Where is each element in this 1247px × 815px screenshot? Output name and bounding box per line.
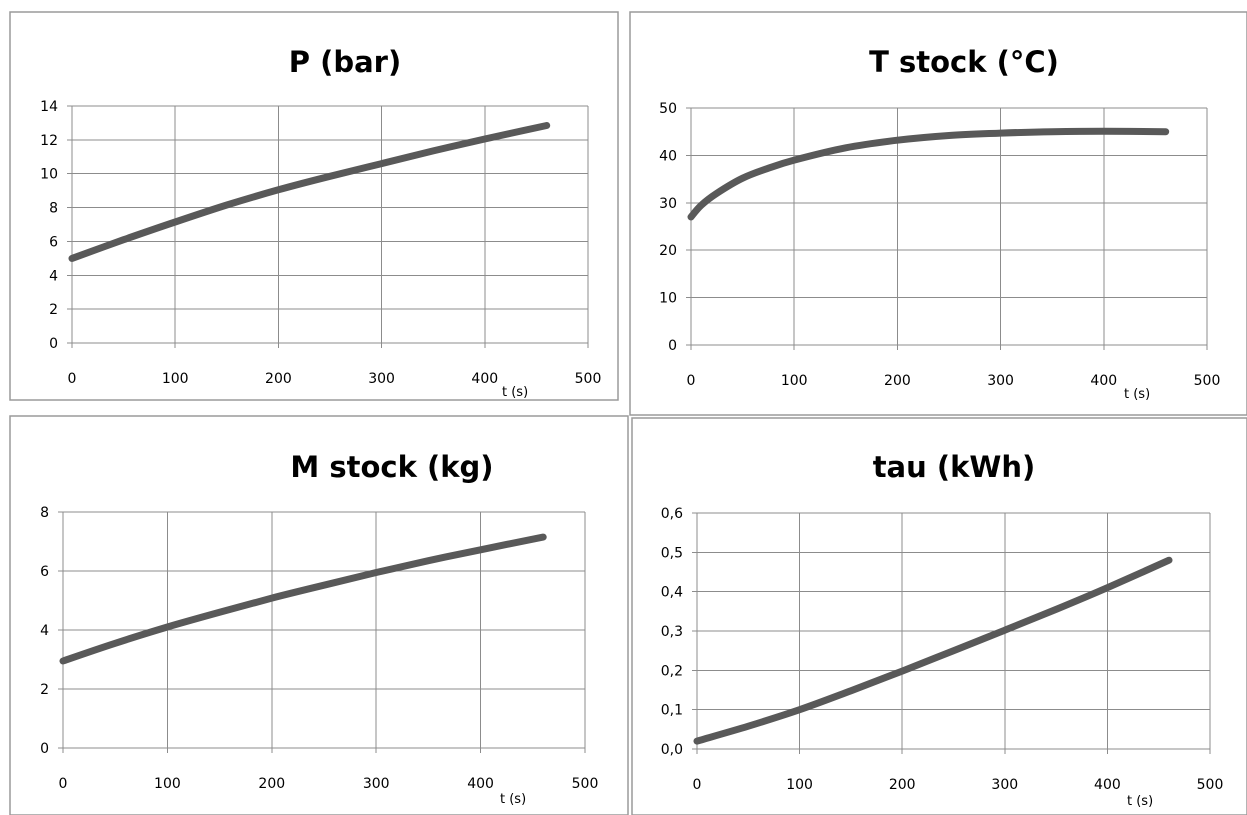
x-tick-label: 100 <box>162 371 189 387</box>
y-tick-label: 50 <box>659 101 677 117</box>
x-tick-label: 0 <box>59 776 68 792</box>
x-tick-label: 300 <box>368 371 395 387</box>
x-tick-label: 500 <box>1197 777 1224 793</box>
x-tick-label: 300 <box>987 373 1014 389</box>
x-axis-label: t (s) <box>502 385 528 400</box>
y-tick-label: 0,6 <box>661 506 683 522</box>
chart-frame <box>9 11 619 401</box>
x-tick-label: 400 <box>1090 373 1117 389</box>
x-tick-label: 300 <box>363 776 390 792</box>
x-tick-label: 0 <box>687 373 696 389</box>
y-tick-label: 8 <box>40 505 49 521</box>
chart-panel-4: 0,0 0,1 0,2 0,3 0,4 0,5 0,6 0 100 200 300 400 500 tau… <box>631 417 1247 815</box>
chart-title: P (bar) <box>289 45 402 79</box>
chart-title: tau (kWh) <box>873 450 1036 484</box>
y-tick-label: 14 <box>40 99 58 115</box>
y-tick-label: 4 <box>40 623 49 639</box>
y-tick-label: 20 <box>659 243 677 259</box>
y-tick-label: 0 <box>668 338 677 354</box>
chart-title: T stock (°C) <box>869 45 1059 79</box>
y-tick-label: 30 <box>659 196 677 212</box>
x-tick-label: 300 <box>991 777 1018 793</box>
y-tick-label: 8 <box>49 201 58 217</box>
y-tick-label: 10 <box>40 167 58 183</box>
x-tick-label: 100 <box>781 373 808 389</box>
x-tick-label: 500 <box>1194 373 1221 389</box>
x-tick-label: 0 <box>68 371 77 387</box>
x-tick-label: 200 <box>258 776 285 792</box>
y-tick-label: 12 <box>40 133 58 149</box>
chart-title: M stock (kg) <box>290 450 493 484</box>
y-tick-label: 4 <box>49 268 58 284</box>
chart-panel-1: 0 2 4 6 8 10 12 14 0 100 200 300 400 500 P (bar) t (s) <box>9 11 619 401</box>
y-tick-label: 0,0 <box>661 742 683 758</box>
x-tick-label: 500 <box>575 371 602 387</box>
y-tick-label: 0,2 <box>661 663 683 679</box>
x-tick-label: 100 <box>786 777 813 793</box>
x-tick-label: 200 <box>265 371 292 387</box>
x-tick-label: 400 <box>471 371 498 387</box>
y-tick-label: 0,4 <box>661 585 683 601</box>
y-tick-label: 10 <box>659 291 677 307</box>
x-tick-label: 100 <box>154 776 181 792</box>
y-tick-label: 2 <box>40 682 49 698</box>
chart-frame <box>629 11 1247 416</box>
y-tick-label: 0 <box>49 336 58 352</box>
y-tick-label: 0,3 <box>661 624 683 640</box>
x-axis-label: t (s) <box>1124 387 1150 402</box>
y-tick-label: 40 <box>659 148 677 164</box>
x-axis-label: t (s) <box>500 792 526 807</box>
y-tick-label: 6 <box>40 564 49 580</box>
x-tick-label: 0 <box>693 777 702 793</box>
x-tick-label: 400 <box>1094 777 1121 793</box>
y-tick-label: 0,5 <box>661 545 683 561</box>
series-line <box>59 533 547 665</box>
series-line <box>687 127 1170 221</box>
y-tick-label: 2 <box>49 302 58 318</box>
x-tick-label: 500 <box>572 776 599 792</box>
x-tick-label: 200 <box>889 777 916 793</box>
y-tick-label: 0 <box>40 741 49 757</box>
x-tick-label: 400 <box>467 776 494 792</box>
chart-panel-3: 0 2 4 6 8 0 100 200 300 400 500 M stock (kg) t (s) <box>9 415 629 815</box>
series-line <box>693 556 1173 745</box>
y-tick-label: 0,1 <box>661 703 683 719</box>
series-line <box>68 122 551 262</box>
x-axis-label: t (s) <box>1127 794 1153 809</box>
x-tick-label: 200 <box>884 373 911 389</box>
y-tick-label: 6 <box>49 234 58 250</box>
